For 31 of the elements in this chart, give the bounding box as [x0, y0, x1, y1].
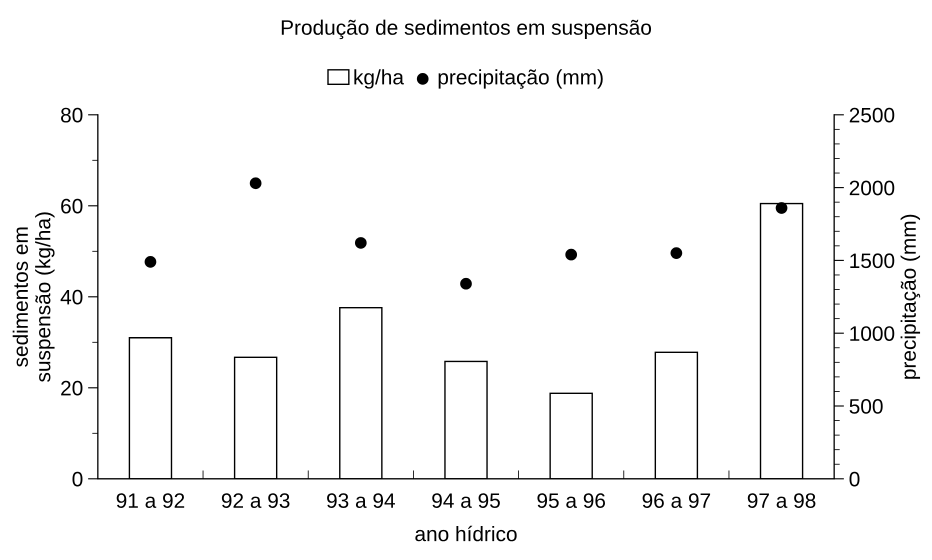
y-tick-label: 20 [61, 380, 82, 396]
legend-label: precipitação (mm) [438, 69, 603, 89]
y2-tick-label: 1000 [850, 326, 894, 341]
x-tick-label: 97 a 98 [748, 493, 816, 508]
y2-tick-label: 2500 [850, 108, 894, 123]
x-tick-label: 96 a 97 [642, 493, 710, 508]
y2-axis-title: precipitação (mm) [900, 214, 920, 379]
point [670, 247, 682, 259]
y-tick-label: 40 [60, 290, 82, 305]
legend-label: kg/ha [354, 69, 404, 89]
point [776, 202, 788, 214]
point [354, 237, 367, 249]
y-tick-label: 60 [61, 198, 82, 214]
point [460, 278, 472, 290]
y-tick-label: 0 [72, 472, 82, 487]
x-tick-label: 93 a 94 [327, 493, 395, 508]
y2-tick-label: 1500 [850, 253, 894, 268]
y-tick-label: 80 [61, 108, 82, 123]
point [565, 248, 578, 260]
chart-title: Produção de sedimentos em suspensão [282, 20, 652, 40]
y-axis-title: sedimentos em suspensão (kg/ha) [12, 212, 55, 382]
x-tick-label: 92 a 93 [222, 493, 290, 508]
point [250, 177, 262, 190]
x-tick-label: 95 a 96 [537, 493, 606, 508]
x-tick-label: 94 a 95 [432, 493, 500, 508]
x-tick-label: 91 a 92 [116, 493, 184, 508]
x-axis-title: ano hídrico [415, 526, 517, 542]
y2-tick-label: 500 [850, 399, 883, 414]
point [144, 256, 156, 268]
y2-tick-label: 0 [850, 472, 860, 487]
y2-tick-label: 2000 [850, 180, 894, 196]
